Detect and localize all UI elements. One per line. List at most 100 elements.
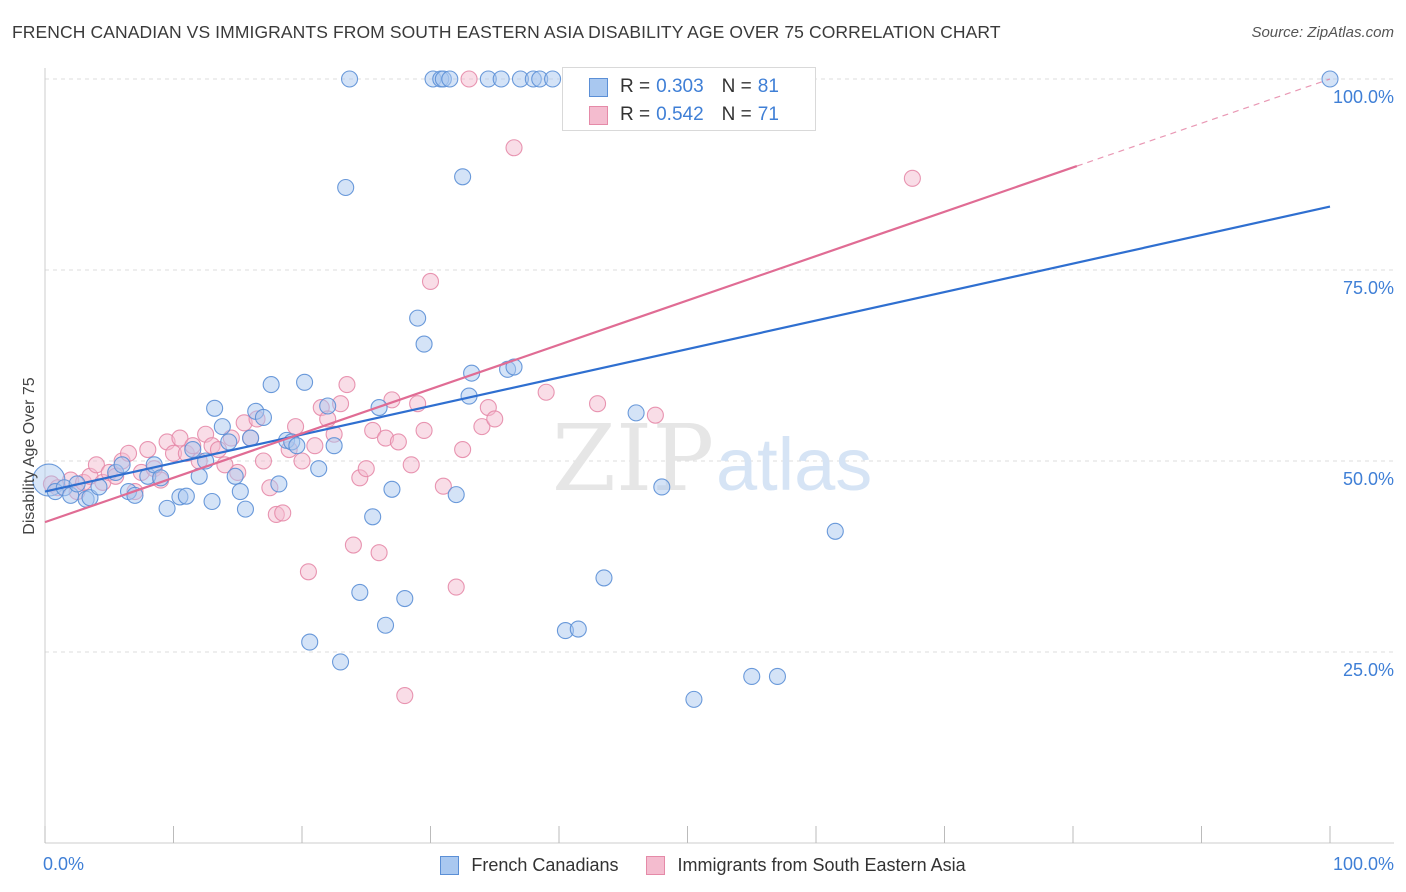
point-french-canadians — [226, 467, 244, 485]
point-french-canadians — [220, 433, 238, 451]
point-french-canadians — [177, 487, 195, 505]
point-french-canadians — [213, 418, 231, 436]
point-immigrants — [402, 456, 420, 474]
correlation-legend: R = 0.303 N = 81 R = 0.542 N = 71 — [562, 67, 816, 131]
point-french-canadians — [270, 475, 288, 493]
point-french-canadians — [396, 589, 414, 608]
point-french-canadians — [206, 399, 224, 417]
point-french-canadians — [113, 456, 131, 474]
x-tick-labels: 0.0% 100.0% — [43, 854, 1394, 874]
legend-swatch-pink — [589, 105, 608, 125]
point-french-canadians — [364, 508, 382, 526]
point-french-canadians — [325, 437, 343, 455]
y-tick-labels: 25.0% 50.0% 75.0% 100.0% — [1333, 87, 1394, 680]
point-french-canadians — [653, 478, 671, 496]
point-immigrants — [364, 421, 382, 439]
y-tick-label: 25.0% — [1343, 660, 1394, 680]
point-french-canadians — [627, 404, 645, 422]
chart-source: Source: ZipAtlas.com — [1251, 24, 1394, 41]
legend-swatch-blue — [589, 77, 608, 97]
y-tick-label: 75.0% — [1343, 278, 1394, 298]
point-french-canadians — [288, 437, 306, 455]
point-french-canadians — [595, 569, 613, 587]
x-tick-label-right: 100.0% — [1333, 854, 1394, 874]
point-immigrants — [254, 452, 273, 470]
grid-lines — [45, 78, 1394, 653]
point-immigrants — [299, 563, 317, 581]
point-immigrants — [473, 418, 491, 436]
point-french-canadians — [310, 460, 328, 478]
point-immigrants — [646, 406, 664, 424]
trend-line-french-canadians — [44, 205, 1331, 493]
point-french-canadians — [203, 492, 221, 511]
legend-n-label-pink: N = — [721, 104, 752, 125]
point-immigrants — [389, 433, 407, 451]
legend-item-immigrants[interactable]: Immigrants from South Eastern Asia — [646, 854, 966, 876]
point-immigrants — [139, 440, 157, 459]
chart-title: FRENCH CANADIAN VS IMMIGRANTS FROM SOUTH… — [12, 22, 1001, 42]
legend-r-label-blue: R = — [620, 76, 651, 97]
point-french-canadians — [447, 486, 465, 504]
watermark-zip: ZIP — [552, 405, 714, 512]
trend-line-immigrants-extension — [1076, 78, 1331, 167]
point-immigrants — [396, 686, 414, 705]
point-french-canadians — [768, 667, 787, 685]
point-immigrants — [370, 544, 388, 562]
point-immigrants — [537, 383, 555, 401]
point-french-canadians — [184, 440, 202, 459]
legend-row-pink: R = 0.542 N = 71 — [563, 100, 779, 130]
series-immigrants-points — [42, 70, 921, 705]
legend-n-value-pink: 71 — [757, 104, 779, 125]
point-french-canadians — [826, 522, 844, 540]
point-french-canadians — [337, 178, 355, 197]
point-french-canadians — [158, 499, 176, 517]
point-french-canadians — [296, 373, 314, 391]
point-immigrants — [421, 272, 440, 291]
series-legend: French Canadians Immigrants from South E… — [0, 852, 1406, 878]
legend-item-french-canadians[interactable]: French Canadians — [440, 855, 618, 876]
point-french-canadians — [331, 653, 350, 671]
point-french-canadians — [351, 583, 369, 601]
point-immigrants — [415, 421, 433, 439]
point-immigrants — [357, 460, 375, 478]
point-immigrants — [460, 70, 478, 88]
series-french-canadians-points — [32, 70, 1339, 708]
point-immigrants — [434, 477, 452, 495]
point-french-canadians — [505, 358, 523, 376]
point-french-canadians — [236, 500, 255, 518]
point-french-canadians — [743, 667, 761, 685]
point-french-canadians — [376, 616, 395, 634]
point-immigrants — [447, 578, 465, 596]
y-tick-label: 100.0% — [1333, 87, 1394, 107]
point-french-canadians — [262, 376, 280, 394]
watermark-atlas: atlas — [716, 423, 872, 506]
point-french-canadians — [254, 408, 273, 427]
axes — [44, 68, 1394, 844]
watermark: ZIP atlas — [552, 405, 872, 512]
legend-label-french-canadians: French Canadians — [471, 854, 619, 875]
point-french-canadians — [544, 70, 562, 88]
point-french-canadians — [301, 633, 319, 651]
point-immigrants — [171, 429, 189, 447]
point-french-canadians — [492, 70, 510, 88]
point-french-canadians — [454, 168, 472, 186]
point-french-canadians — [409, 309, 427, 327]
legend-r-value-pink: 0.542 — [656, 104, 704, 125]
trend-lines — [44, 78, 1331, 524]
legend-r-label-pink: R = — [620, 104, 651, 125]
legend-swatch-immigrants — [646, 855, 666, 875]
legend-label-immigrants: Immigrants from South Eastern Asia — [677, 854, 966, 875]
point-immigrants — [293, 452, 311, 470]
point-immigrants — [338, 376, 356, 394]
legend-r-value-blue: 0.303 — [656, 76, 704, 97]
y-axis-label: Disability Age Over 75 — [21, 377, 38, 535]
legend-row-blue: R = 0.303 N = 81 — [563, 72, 779, 102]
point-french-canadians — [231, 483, 249, 501]
point-immigrants — [903, 169, 921, 187]
point-immigrants — [287, 418, 305, 436]
point-french-canadians — [441, 70, 459, 88]
point-immigrants — [344, 536, 362, 554]
point-immigrants — [454, 440, 472, 459]
point-french-canadians — [319, 397, 337, 415]
